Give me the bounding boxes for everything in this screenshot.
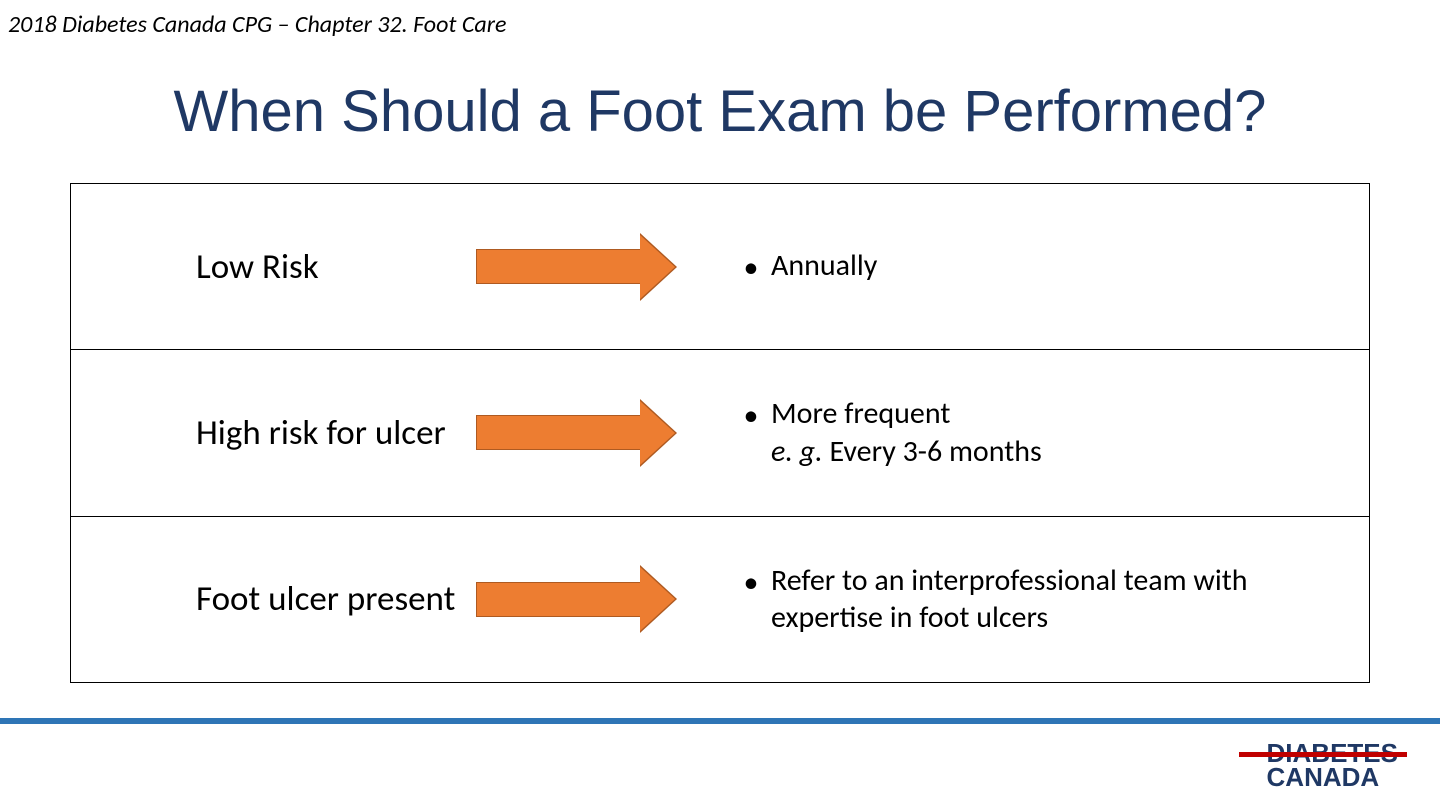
risk-frequency-table: Low Risk • Annually High risk for ulcer … <box>70 183 1370 683</box>
chapter-header: 2018 Diabetes Canada CPG – Chapter 32. F… <box>8 10 506 39</box>
arrow-cell <box>461 249 731 284</box>
bullet-icon: • <box>731 395 771 435</box>
logo-bottom-word: CANADA <box>1267 765 1398 790</box>
bullet-icon: • <box>731 562 771 602</box>
arrow-cell <box>461 415 731 450</box>
table-row: High risk for ulcer • More frequent e. g… <box>71 349 1369 515</box>
table-row: Low Risk • Annually <box>71 184 1369 349</box>
frequency-main: More frequent <box>771 395 950 432</box>
bullet-icon: • <box>731 247 771 287</box>
divider-bar <box>0 718 1440 724</box>
arrow-cell <box>461 582 731 617</box>
logo-strike-icon <box>1239 752 1407 757</box>
table-row: Foot ulcer present • Refer to an interpr… <box>71 516 1369 682</box>
frequency-main: Refer to an interprofessional team with … <box>771 562 1248 637</box>
risk-category: Foot ulcer present <box>71 579 461 619</box>
frequency-cell: • Annually <box>731 247 1369 287</box>
arrow-icon <box>476 415 641 450</box>
slide-title: When Should a Foot Exam be Performed? <box>0 78 1440 145</box>
logo-top-word: DIABETES <box>1267 741 1398 766</box>
risk-category: Low Risk <box>71 247 461 287</box>
arrow-icon <box>476 582 641 617</box>
arrow-icon <box>476 249 641 284</box>
frequency-cell: • Refer to an interprofessional team wit… <box>731 562 1369 637</box>
frequency-main: Annually <box>771 247 877 284</box>
diabetes-canada-logo: DIABETES CANADA <box>1267 741 1398 790</box>
frequency-sub-prefix: e. g. <box>771 433 823 470</box>
frequency-sub-rest: Every 3-6 months <box>823 433 1042 470</box>
risk-category: High risk for ulcer <box>71 413 461 453</box>
frequency-cell: • More frequent e. g. Every 3-6 months <box>731 395 1369 470</box>
